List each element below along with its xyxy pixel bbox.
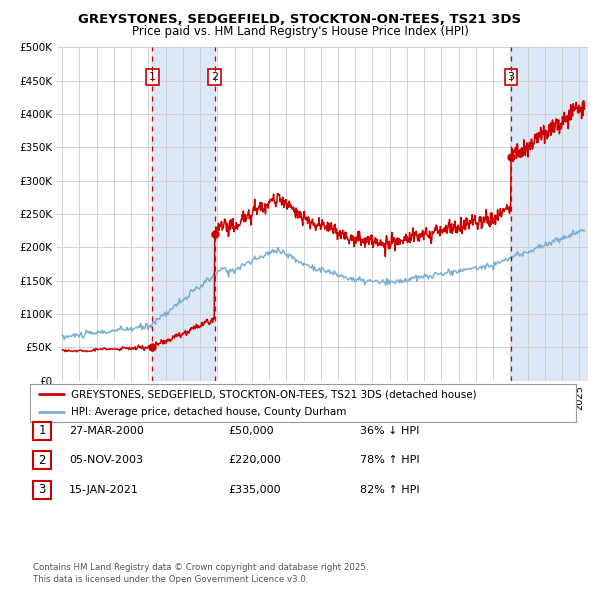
Text: £335,000: £335,000 <box>228 485 281 494</box>
Text: 05-NOV-2003: 05-NOV-2003 <box>69 455 143 465</box>
Text: GREYSTONES, SEDGEFIELD, STOCKTON-ON-TEES, TS21 3DS: GREYSTONES, SEDGEFIELD, STOCKTON-ON-TEES… <box>79 13 521 26</box>
Text: 82% ↑ HPI: 82% ↑ HPI <box>360 485 419 494</box>
Text: 3: 3 <box>508 72 515 82</box>
Text: 78% ↑ HPI: 78% ↑ HPI <box>360 455 419 465</box>
Text: £50,000: £50,000 <box>228 426 274 435</box>
Text: 36% ↓ HPI: 36% ↓ HPI <box>360 426 419 435</box>
Text: Contains HM Land Registry data © Crown copyright and database right 2025.
This d: Contains HM Land Registry data © Crown c… <box>33 563 368 584</box>
Text: Price paid vs. HM Land Registry's House Price Index (HPI): Price paid vs. HM Land Registry's House … <box>131 25 469 38</box>
Text: 1: 1 <box>38 424 46 437</box>
Text: £220,000: £220,000 <box>228 455 281 465</box>
Text: 27-MAR-2000: 27-MAR-2000 <box>69 426 144 435</box>
Bar <box>152 47 215 381</box>
Text: 3: 3 <box>38 483 46 496</box>
Text: 2: 2 <box>38 454 46 467</box>
Text: 15-JAN-2021: 15-JAN-2021 <box>69 485 139 494</box>
Text: GREYSTONES, SEDGEFIELD, STOCKTON-ON-TEES, TS21 3DS (detached house): GREYSTONES, SEDGEFIELD, STOCKTON-ON-TEES… <box>71 389 476 399</box>
Text: HPI: Average price, detached house, County Durham: HPI: Average price, detached house, Coun… <box>71 407 346 417</box>
Text: 2: 2 <box>211 72 218 82</box>
Text: 1: 1 <box>149 72 156 82</box>
Bar <box>511 47 588 381</box>
